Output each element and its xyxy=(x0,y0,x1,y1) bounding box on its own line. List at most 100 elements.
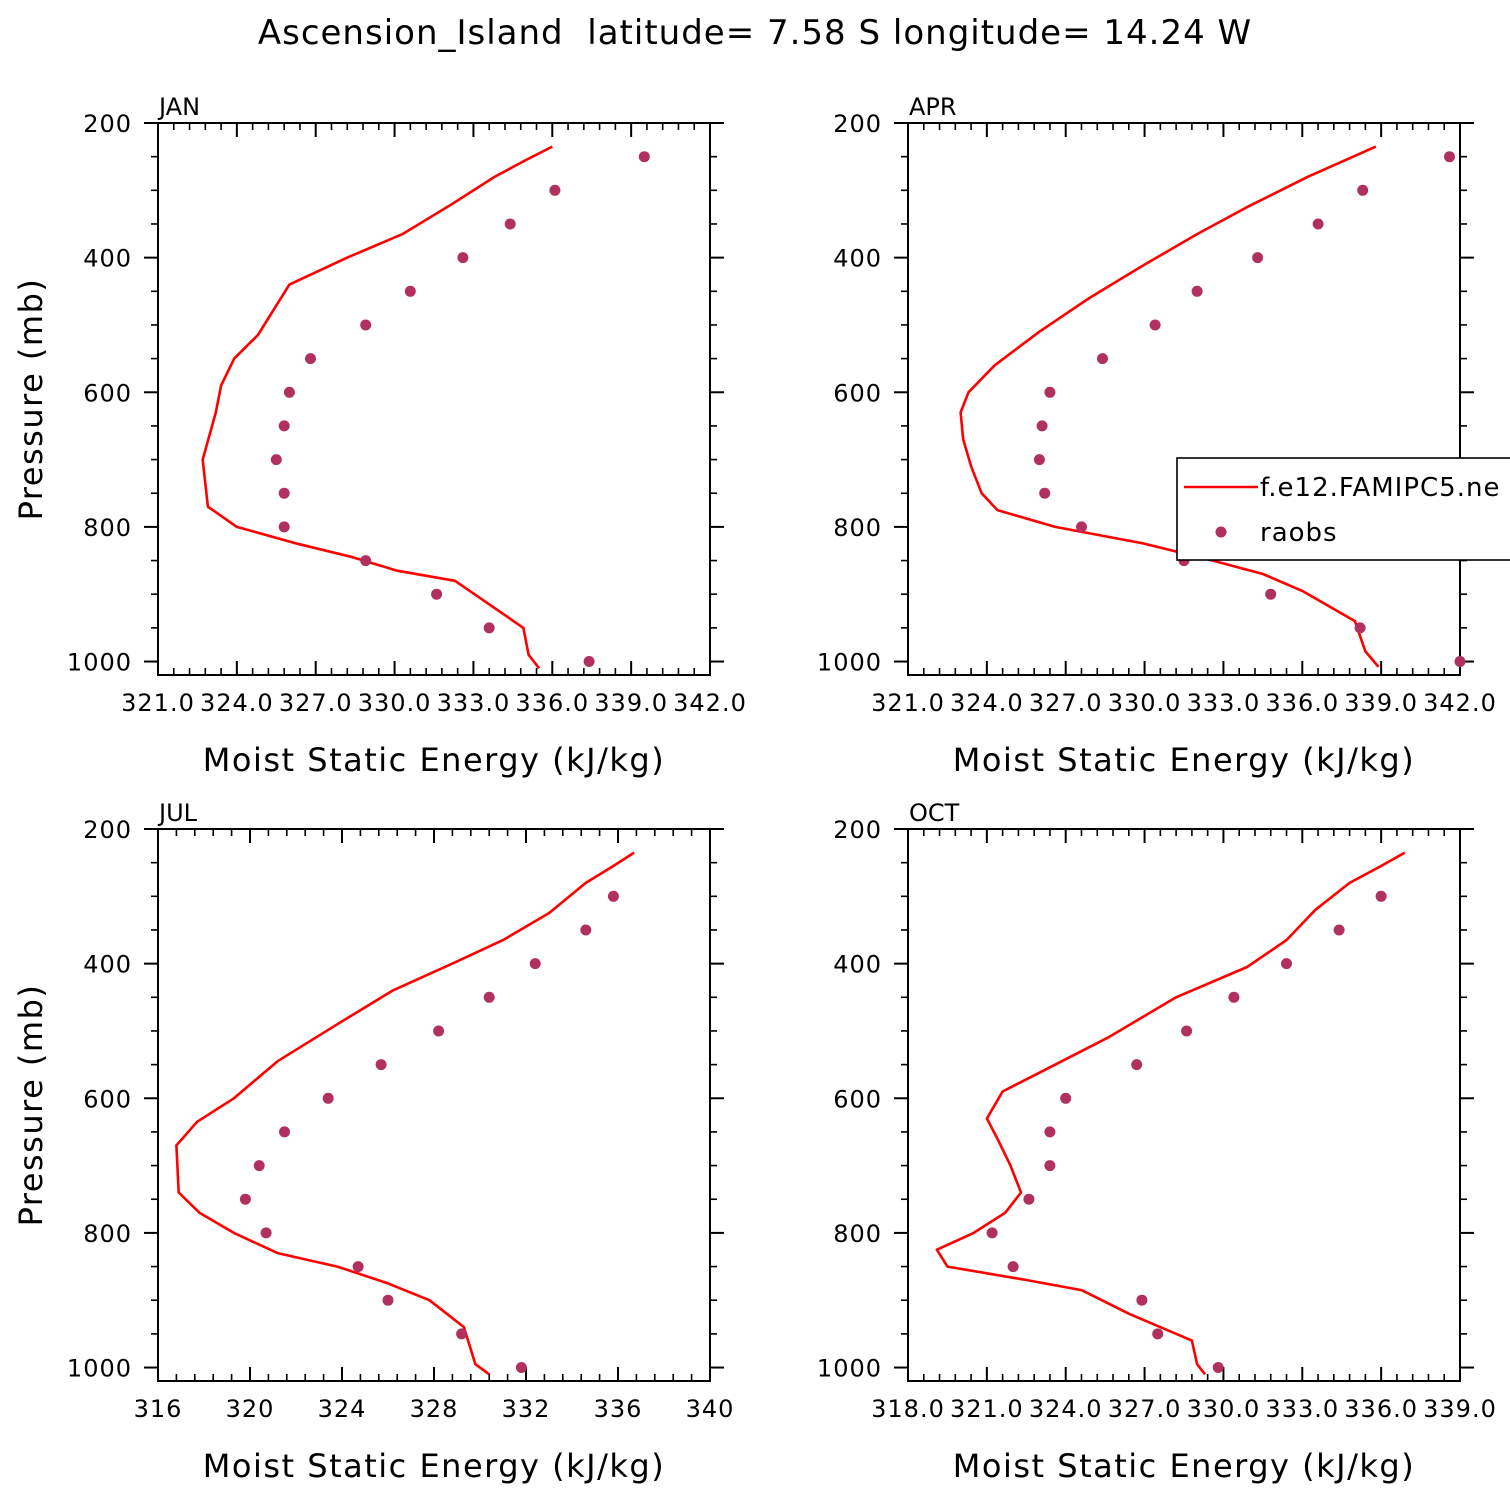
data-point-raobs xyxy=(457,252,469,264)
data-point-raobs xyxy=(638,151,650,163)
y-tick-label: 200 xyxy=(83,110,132,138)
y-tick-label: 800 xyxy=(833,514,882,542)
data-point-raobs xyxy=(583,656,595,667)
x-tick-label: 330.0 xyxy=(358,689,432,717)
data-point-raobs xyxy=(1312,218,1324,230)
data-point-raobs xyxy=(360,555,372,567)
x-tick-label: 327.0 xyxy=(1108,1395,1182,1423)
legend-box xyxy=(1176,457,1510,561)
data-point-raobs xyxy=(1136,1294,1148,1306)
x-tick-label: 327.0 xyxy=(1029,689,1103,717)
y-tick-label: 1000 xyxy=(817,649,882,677)
data-point-raobs xyxy=(483,991,495,1003)
x-tick-label: 332 xyxy=(502,1395,551,1423)
x-tick-label: 321.0 xyxy=(121,689,195,717)
data-point-raobs xyxy=(1281,958,1292,970)
data-point-raobs xyxy=(1131,1059,1143,1071)
data-point-raobs xyxy=(549,184,561,196)
data-point-raobs xyxy=(1023,1193,1035,1205)
data-point-raobs xyxy=(352,1261,364,1273)
x-axis-label: Moist Static Energy (kJ/kg) xyxy=(953,741,1415,779)
data-point-raobs xyxy=(1252,252,1264,264)
data-point-raobs xyxy=(1044,1126,1056,1138)
data-point-raobs xyxy=(431,588,443,600)
data-point-raobs xyxy=(322,1092,334,1104)
data-point-raobs xyxy=(456,1328,468,1340)
data-point-raobs xyxy=(607,890,619,902)
x-tick-label: 339.0 xyxy=(1423,1395,1497,1423)
plot-frame xyxy=(907,122,1461,676)
data-point-raobs xyxy=(305,353,316,365)
data-point-raobs xyxy=(433,1025,445,1037)
panel-jan: JAN 321.0 324.0 327.0 330.0 333.0 336.0 339.0 34… xyxy=(12,93,746,779)
x-tick-label: 321.0 xyxy=(871,689,945,717)
data-point-raobs xyxy=(580,924,592,936)
x-tick-label: 340 xyxy=(686,1395,735,1423)
x-tick-label: 339.0 xyxy=(1344,689,1418,717)
data-point-raobs xyxy=(1044,386,1056,398)
data-point-raobs xyxy=(278,521,290,533)
legend-point-swatch xyxy=(1215,526,1227,538)
data-point-raobs xyxy=(1007,1261,1019,1273)
x-axis-label: Moist Static Energy (kJ/kg) xyxy=(203,741,665,779)
legend-label-model: f.e12.FAMIPC5.ne xyxy=(1260,473,1500,503)
x-axis-label: Moist Static Energy (kJ/kg) xyxy=(203,1447,665,1485)
data-point-raobs xyxy=(1152,1328,1164,1340)
data-point-raobs xyxy=(1097,353,1108,365)
series-line-model xyxy=(935,851,1406,1376)
x-tick-label: 321.0 xyxy=(950,1395,1024,1423)
data-point-raobs xyxy=(253,1160,265,1172)
y-tick-label: 400 xyxy=(833,245,882,273)
data-point-raobs xyxy=(1454,656,1466,667)
y-tick-label: 1000 xyxy=(67,649,132,677)
data-point-raobs xyxy=(504,218,516,230)
data-point-raobs xyxy=(1181,1025,1193,1037)
panel-label: JAN xyxy=(157,93,200,121)
x-tick-label: 320 xyxy=(226,1395,275,1423)
panel-label: OCT xyxy=(909,799,960,827)
legend: f.e12.FAMIPC5.ne raobs xyxy=(1176,457,1510,561)
data-point-raobs xyxy=(1036,420,1048,432)
y-tick-label: 400 xyxy=(83,245,132,273)
x-tick-label: 333.0 xyxy=(437,689,511,717)
y-tick-label: 400 xyxy=(83,951,132,979)
series-line-model xyxy=(201,145,553,670)
data-point-raobs xyxy=(278,487,290,499)
x-tick-label: 336.0 xyxy=(1265,689,1339,717)
data-point-raobs xyxy=(1228,991,1240,1003)
plot-frame xyxy=(907,828,1461,1382)
x-tick-label: 333.0 xyxy=(1265,1395,1339,1423)
x-tick-label: 339.0 xyxy=(594,689,668,717)
y-tick-label: 200 xyxy=(833,816,882,844)
x-tick-label: 318.0 xyxy=(871,1395,945,1423)
y-tick-label: 600 xyxy=(83,379,132,407)
x-tick-label: 324.0 xyxy=(1029,1395,1103,1423)
x-tick-label: 328 xyxy=(410,1395,459,1423)
data-point-raobs xyxy=(270,454,282,466)
data-point-raobs xyxy=(1076,521,1087,533)
data-point-raobs xyxy=(529,958,541,970)
data-point-raobs xyxy=(1039,487,1051,499)
y-tick-label: 200 xyxy=(833,110,882,138)
plot-frame xyxy=(157,122,711,676)
data-point-raobs xyxy=(260,1227,272,1239)
x-tick-label: 333.0 xyxy=(1187,689,1261,717)
data-point-raobs xyxy=(1044,1160,1056,1172)
x-tick-label: 342.0 xyxy=(1423,689,1497,717)
series-line-model xyxy=(175,851,635,1376)
data-point-raobs xyxy=(1212,1362,1224,1373)
y-tick-label: 200 xyxy=(83,816,132,844)
panel-oct: OCT 318.0 321.0 324.0 327.0 330.0 333.0 336.0 33… xyxy=(817,799,1497,1485)
data-point-raobs xyxy=(1333,924,1345,936)
data-point-raobs xyxy=(483,622,495,634)
x-tick-label: 324 xyxy=(318,1395,367,1423)
data-point-raobs xyxy=(283,386,295,398)
y-tick-label: 1000 xyxy=(67,1355,132,1383)
data-point-raobs xyxy=(404,285,416,297)
y-axis-label: Pressure (mb) xyxy=(12,278,50,521)
y-tick-label: 600 xyxy=(833,379,882,407)
data-point-raobs xyxy=(1060,1092,1072,1104)
x-tick-label: 327.0 xyxy=(279,689,353,717)
